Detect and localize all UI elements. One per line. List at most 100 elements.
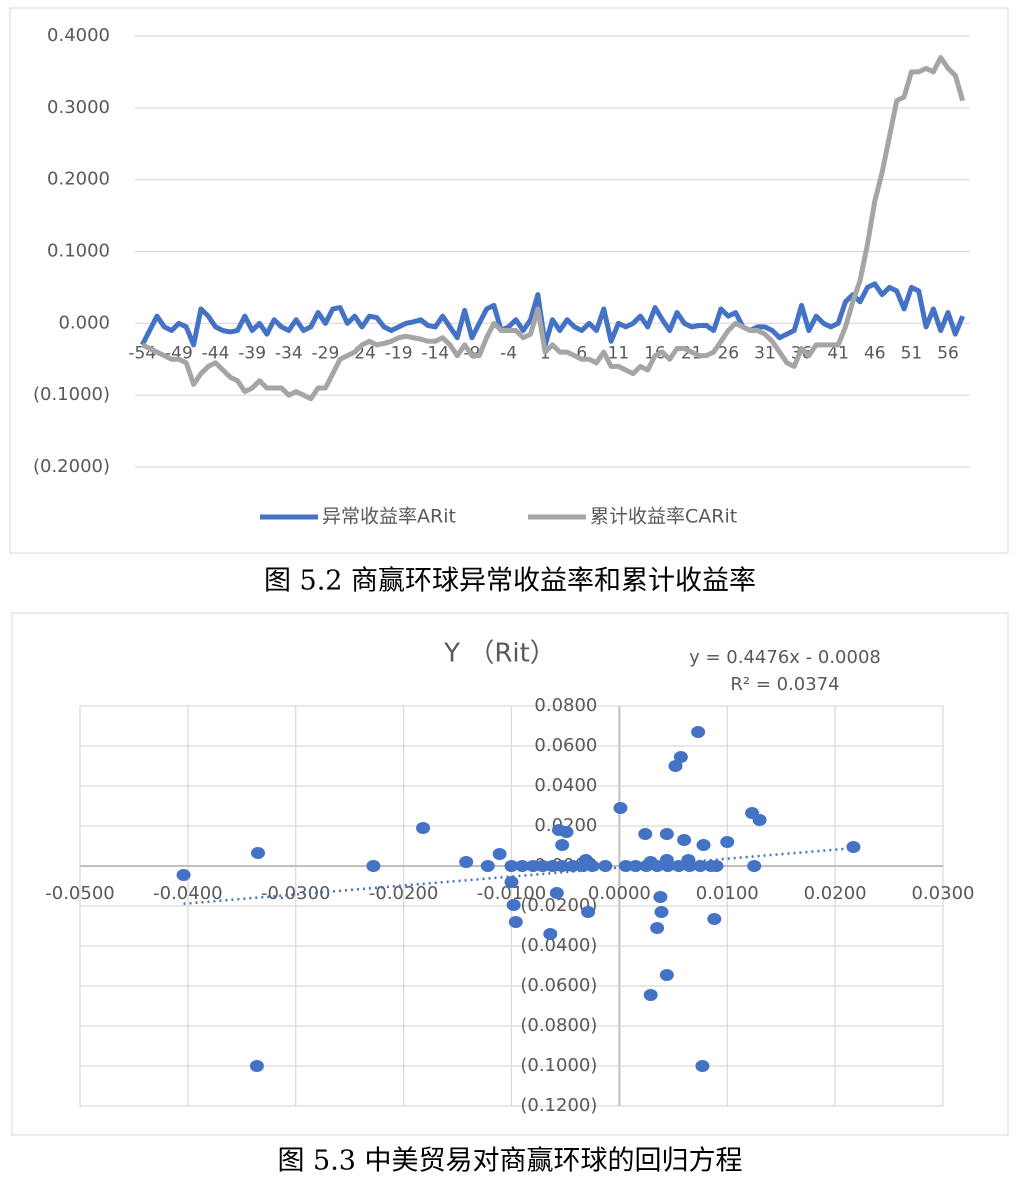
scatter-point	[535, 860, 550, 872]
y-tick-label: (0.1000)	[33, 384, 110, 405]
annotation: y = 0.4476x - 0.0008	[689, 647, 881, 668]
scatter-point	[578, 854, 593, 866]
scatter-point	[459, 856, 474, 868]
scatter-point	[492, 848, 507, 860]
scatter-point	[659, 969, 674, 981]
y-tick-label: (0.0200)	[520, 895, 597, 916]
scatter-point	[681, 854, 696, 866]
scatter-point	[846, 841, 861, 853]
x-tick-label: -4	[500, 343, 517, 363]
x-tick-label: 0.0200	[804, 883, 867, 904]
scatter-point	[695, 1060, 710, 1072]
x-tick-label: 56	[937, 343, 959, 363]
x-tick-label: -0.0100	[477, 883, 546, 904]
scatter-point	[654, 906, 669, 918]
x-tick-label: -19	[385, 343, 413, 363]
scatter-point	[643, 989, 658, 1001]
x-tick-label: -14	[421, 343, 449, 363]
y-tick-label: 0.0600	[534, 735, 597, 756]
y-tick-label: (0.2000)	[33, 456, 110, 477]
scatter-point	[506, 899, 521, 911]
annotation: R² = 0.0374	[730, 674, 839, 695]
y-tick-label: 0.0200	[534, 815, 597, 836]
scatter-point	[515, 860, 530, 872]
scatter-point	[693, 860, 708, 872]
scatter-point	[504, 860, 519, 872]
y-tick-label: 0.0800	[534, 695, 597, 716]
y-tick-label: (0.0800)	[520, 1015, 597, 1036]
x-tick-label: 0.0300	[912, 883, 975, 904]
chart-title: Y （Rit）	[443, 639, 556, 669]
scatter-point	[677, 834, 692, 846]
x-tick-label: -44	[202, 343, 230, 363]
scatter-point	[543, 928, 558, 940]
scatter-point	[526, 860, 541, 872]
y-tick-label: 0.0400	[534, 775, 597, 796]
y-tick-label: 0.1000	[47, 241, 110, 262]
scatter-point	[709, 860, 724, 872]
trendline	[183, 846, 854, 906]
scatter-point	[250, 847, 265, 859]
y-tick-label: 0.4000	[47, 25, 110, 46]
x-tick-label: -0.0300	[261, 883, 330, 904]
scatter-point	[598, 860, 613, 872]
x-tick-label: 46	[864, 343, 886, 363]
scatter-point	[653, 891, 668, 903]
scatter-point	[673, 751, 688, 763]
y-tick-label: (0.1000)	[520, 1055, 597, 1076]
scatter-point	[638, 828, 653, 840]
x-tick-label: -0.0200	[369, 883, 438, 904]
data-line	[141, 55, 966, 402]
x-tick-label: 0.0100	[696, 883, 759, 904]
scatter-point	[555, 839, 570, 851]
x-tick-label: 41	[827, 343, 849, 363]
scatter-point	[628, 860, 643, 872]
scatter-point	[416, 822, 431, 834]
x-tick-label: 31	[754, 343, 776, 363]
scatter-point	[366, 860, 381, 872]
caption: 图 5.3 中美贸易对商赢环球的回归方程	[277, 1146, 742, 1177]
x-tick-label: -0.0400	[153, 883, 222, 904]
scatter-point	[659, 828, 674, 840]
scatter-point	[752, 814, 767, 826]
scatter-point	[581, 906, 596, 918]
x-tick-label: 0.0000	[588, 883, 651, 904]
x-tick-label: 11	[608, 343, 630, 363]
scatter-point	[504, 876, 519, 888]
x-tick-label: -29	[312, 343, 340, 363]
x-tick-label: -39	[238, 343, 266, 363]
x-tick-label: -0.0500	[45, 883, 114, 904]
scatter-point	[249, 1060, 264, 1072]
scatter-point	[691, 726, 706, 738]
scatter-point	[176, 869, 191, 881]
chart-frame	[11, 612, 1009, 1136]
scatter-point	[549, 887, 564, 899]
x-tick-label: 51	[901, 343, 923, 363]
x-tick-label: 6	[576, 343, 587, 363]
scatter-point	[613, 802, 628, 814]
scatter-point	[707, 913, 722, 925]
scatter-point	[659, 854, 674, 866]
data-line	[140, 281, 965, 348]
scatter-point	[696, 839, 711, 851]
y-tick-label: 0.2000	[47, 169, 110, 190]
scatter-point	[508, 916, 523, 928]
y-tick-label: (0.0600)	[520, 975, 597, 996]
scatter-point	[555, 860, 570, 872]
scatter-point	[668, 760, 683, 772]
scatter-point	[650, 922, 665, 934]
y-tick-label: 0.3000	[47, 97, 110, 118]
legend-label: 异常收益率ARit	[322, 506, 456, 528]
y-tick-label: 0.000	[58, 312, 110, 333]
scatter-point	[643, 856, 658, 868]
y-tick-label: (0.1200)	[520, 1095, 597, 1116]
caption: 图 5.2 商赢环球异常收益率和累计收益率	[264, 566, 756, 597]
legend-label: 累计收益率CARit	[590, 506, 737, 528]
scatter-point	[671, 860, 686, 872]
x-tick-label: -34	[275, 343, 303, 363]
scatter-point	[480, 860, 495, 872]
scatter-point	[545, 860, 560, 872]
scatter-point	[747, 860, 762, 872]
